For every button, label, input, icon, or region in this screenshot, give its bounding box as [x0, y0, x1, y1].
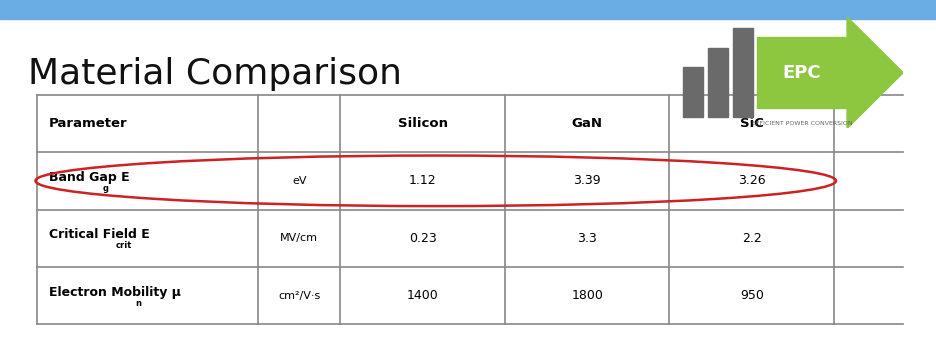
Text: cm²/V·s: cm²/V·s — [278, 291, 320, 301]
Text: eV: eV — [292, 176, 307, 186]
Text: 3.26: 3.26 — [738, 174, 766, 187]
Bar — [708, 48, 728, 117]
Text: 1400: 1400 — [407, 289, 439, 302]
Text: n: n — [136, 299, 141, 308]
Text: 950: 950 — [739, 289, 764, 302]
Text: 1.12: 1.12 — [409, 174, 436, 187]
Text: 1800: 1800 — [571, 289, 603, 302]
Bar — [733, 28, 753, 117]
Text: Silicon: Silicon — [398, 117, 447, 130]
Text: g: g — [103, 184, 109, 193]
Text: 3.39: 3.39 — [574, 174, 601, 187]
Text: EPC: EPC — [782, 64, 822, 82]
Text: 3.3: 3.3 — [578, 232, 597, 245]
Text: SiC: SiC — [739, 117, 764, 130]
Text: 2.2: 2.2 — [742, 232, 762, 245]
Text: Parameter: Parameter — [49, 117, 127, 130]
Text: EFFICIENT POWER CONVERSION: EFFICIENT POWER CONVERSION — [752, 121, 853, 126]
Text: 0.23: 0.23 — [409, 232, 436, 245]
Text: Critical Field E: Critical Field E — [49, 228, 150, 241]
Bar — [683, 67, 703, 117]
Text: Material Comparison: Material Comparison — [28, 57, 402, 92]
Text: GaN: GaN — [572, 117, 603, 130]
Text: crit: crit — [115, 241, 132, 250]
Text: MV/cm: MV/cm — [281, 233, 318, 243]
Bar — [0, 0, 936, 19]
Text: Electron Mobility μ: Electron Mobility μ — [49, 286, 181, 299]
Polygon shape — [847, 17, 903, 128]
Bar — [757, 37, 847, 108]
Text: Band Gap E: Band Gap E — [49, 171, 129, 184]
